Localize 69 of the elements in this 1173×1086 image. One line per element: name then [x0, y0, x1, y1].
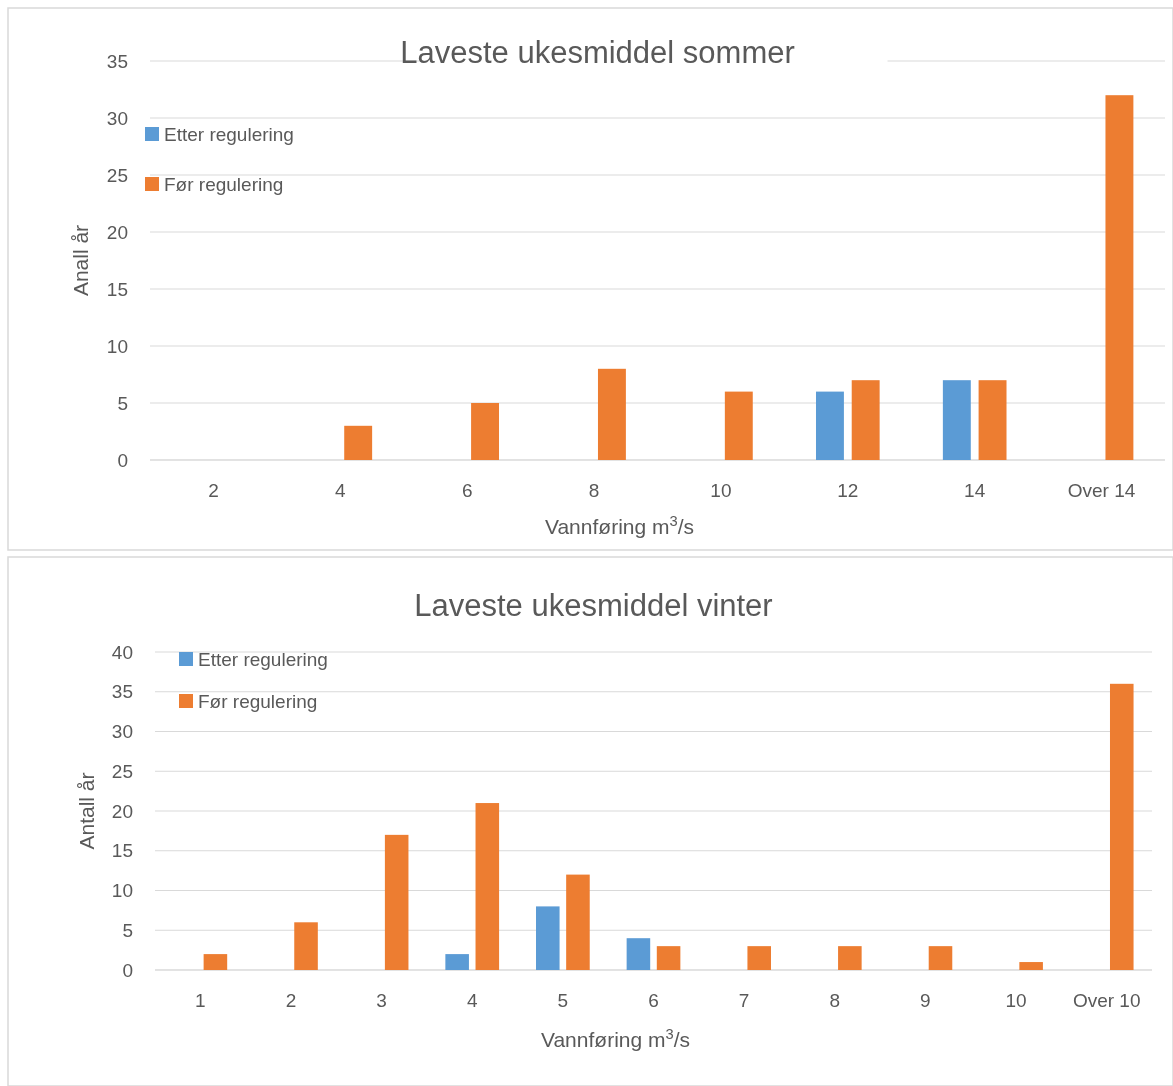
bar: [978, 380, 1007, 460]
y-tick-label: 30: [106, 107, 128, 129]
legend-label: Etter regulering: [198, 648, 328, 670]
chart-title: Laveste ukesmiddel vinter: [414, 588, 773, 623]
y-tick-label: 5: [117, 392, 128, 414]
legend-label: Før regulering: [198, 690, 318, 712]
x-tick-label: 4: [466, 990, 478, 1011]
y-tick-label: 20: [106, 221, 128, 243]
bar: [294, 922, 318, 970]
x-tick-label: 7: [738, 990, 750, 1011]
chart-title: Laveste ukesmiddel sommer: [400, 35, 795, 70]
x-tick-label: 8: [829, 990, 841, 1011]
bar: [1019, 962, 1043, 970]
bar: [1105, 95, 1134, 460]
x-tick-label: 5: [557, 990, 569, 1011]
bar: [656, 946, 681, 970]
bar: [536, 906, 560, 970]
bar: [815, 391, 844, 460]
x-tick-label: 14: [964, 480, 986, 501]
bar: [203, 954, 228, 970]
x-tick-label: 2: [285, 990, 297, 1011]
x-tick-label: 12: [837, 480, 859, 501]
bar: [475, 803, 500, 970]
bar: [838, 946, 862, 970]
bar: [626, 938, 651, 970]
x-tick-label: 2: [208, 480, 219, 501]
y-axis-title: Anall år: [69, 224, 92, 297]
y-tick-label: 25: [111, 760, 133, 782]
bar: [928, 946, 953, 970]
y-tick-label: 15: [111, 840, 133, 862]
x-tick-label: 10: [1005, 990, 1027, 1011]
bar: [566, 874, 590, 970]
bar: [1109, 683, 1134, 970]
x-tick-label: 9: [920, 990, 931, 1011]
bar: [724, 391, 753, 460]
bar: [747, 946, 771, 970]
bar: [344, 425, 373, 460]
bar: [942, 380, 971, 460]
x-tick-label: 6: [461, 480, 473, 501]
bar: [445, 954, 469, 970]
legend-label: Etter regulering: [164, 123, 294, 145]
bar: [597, 368, 626, 460]
y-tick-label: 5: [122, 919, 133, 941]
y-tick-label: 35: [111, 681, 133, 703]
x-tick-label: 6: [648, 990, 659, 1011]
legend-label: Før regulering: [164, 173, 284, 195]
y-tick-label: 20: [111, 800, 133, 822]
bar: [384, 834, 409, 970]
y-tick-label: 10: [111, 880, 133, 902]
bar: [851, 380, 880, 460]
y-tick-label: 15: [106, 278, 128, 300]
x-axis-title: Vannføring m$^{3}$/s: [540, 1026, 691, 1051]
y-tick-label: 30: [111, 721, 133, 743]
y-tick-label: 10: [106, 335, 128, 357]
x-tick-label: 8: [588, 480, 600, 501]
x-tick-label: Over 10: [1072, 990, 1141, 1011]
x-tick-label: 3: [376, 990, 387, 1011]
y-tick-label: 40: [111, 641, 133, 663]
y-axis-title: Antall år: [75, 772, 98, 850]
y-tick-label: 35: [106, 50, 128, 72]
x-tick-label: 1: [195, 990, 206, 1011]
x-axis-title: Vannføring m$^{3}$/s: [544, 513, 695, 538]
x-tick-label: 4: [335, 480, 347, 501]
x-tick-label: 10: [710, 480, 732, 501]
y-tick-label: 0: [122, 959, 133, 981]
y-tick-label: 0: [117, 449, 128, 471]
bar: [471, 403, 500, 460]
y-tick-label: 25: [106, 164, 128, 186]
x-tick-label: Over 14: [1067, 480, 1136, 501]
